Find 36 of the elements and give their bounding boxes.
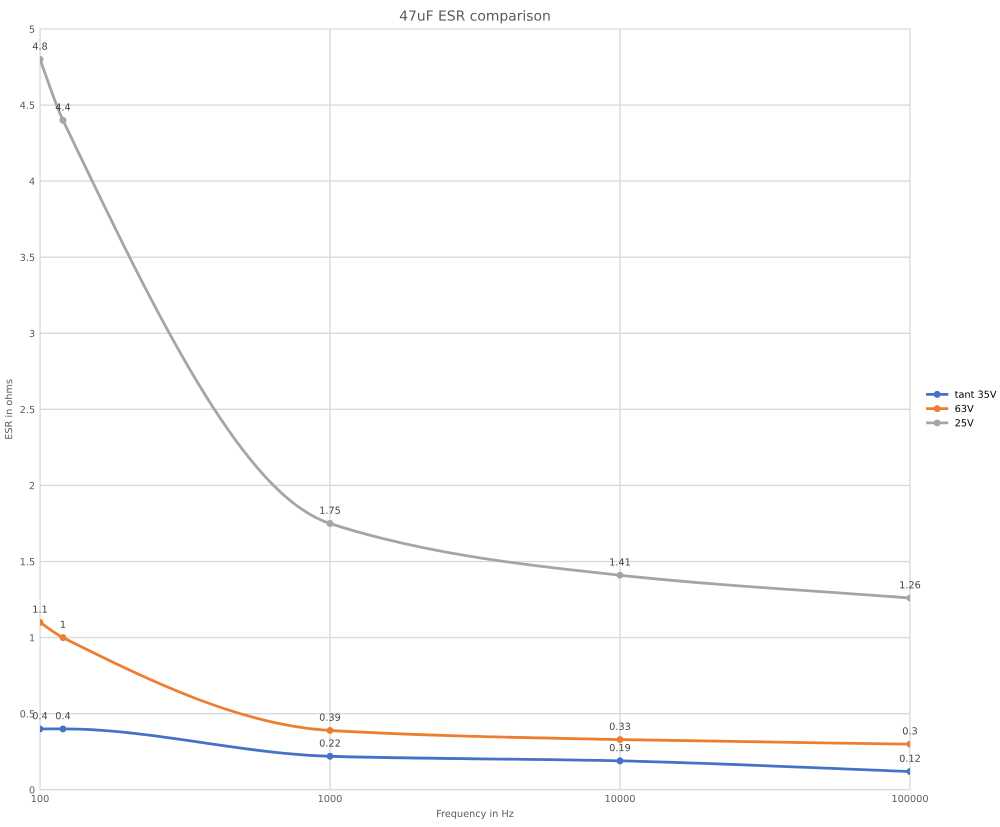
y-tick-label: 0.5 [20, 710, 34, 718]
y-tick-label: 5 [30, 26, 34, 33]
data-label: 1.26 [900, 581, 920, 588]
y-tick-label: 4.5 [20, 102, 34, 109]
y-tick-label: 3.5 [20, 254, 34, 262]
y-tick-label: 2 [30, 482, 34, 490]
x-axis-title: Frequency in Hz [437, 810, 514, 820]
data-label: 0.4 [32, 712, 48, 720]
data-label: 4.8 [32, 42, 48, 50]
data-label: 0.39 [320, 714, 340, 721]
data-label: 1.75 [320, 506, 340, 514]
data-label: 0.4 [56, 712, 70, 720]
y-tick-label: 4 [29, 178, 35, 185]
x-tick-label: 100000 [892, 794, 928, 802]
x-tick-label: 100 [32, 794, 49, 802]
y-tick-label: 0 [30, 786, 34, 794]
data-label: 0.3 [902, 727, 917, 735]
data-label: 0.22 [320, 739, 340, 747]
data-label: 4.4 [56, 103, 70, 111]
legend-label: 25V [955, 419, 974, 426]
data-label: 1.41 [610, 558, 630, 566]
y-tick-label: 1.5 [20, 558, 34, 566]
legend-label: tant 35V [954, 390, 996, 398]
data-label: 0.19 [610, 744, 630, 752]
x-tick-label: 1000 [318, 794, 342, 802]
data-label: 1.1 [33, 606, 47, 613]
legend-label: 63V [955, 404, 974, 412]
y-tick-label: 2.5 [20, 406, 34, 414]
data-label: 0.33 [610, 722, 630, 730]
chart-title: 47uF ESR comparison [400, 10, 550, 24]
x-tick-label: 10000 [606, 794, 635, 802]
y-axis-title: ESR in ohms [4, 379, 12, 439]
y-tick-label: 1 [30, 634, 34, 642]
data-label: 0.12 [900, 754, 920, 762]
y-tick-label: 3 [30, 330, 34, 338]
data-label: 1 [60, 620, 66, 628]
